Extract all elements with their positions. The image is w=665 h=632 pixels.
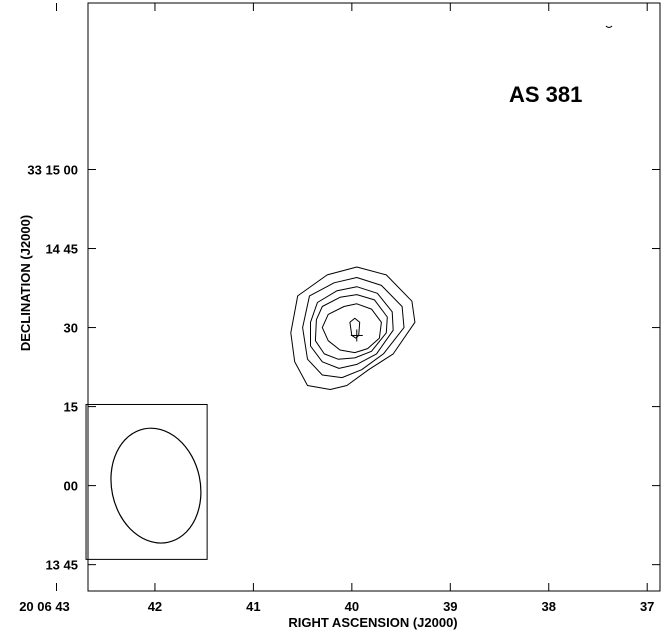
x-tick-label: 38: [542, 599, 556, 614]
y-tick-label: 14 45: [45, 242, 78, 257]
contour-lines: [290, 266, 416, 390]
y-tick-label: 00: [64, 479, 78, 494]
y-tick-label: 15: [64, 400, 78, 415]
x-tick-label: 40: [345, 599, 359, 614]
x-tick-label: 42: [148, 599, 162, 614]
x-tick-label: 39: [443, 599, 457, 614]
x-tick-label: 37: [640, 599, 654, 614]
axis-ticks: [55, 3, 660, 591]
x-tick-labels: 20 06 43 42 41 40 39 38 37: [19, 599, 654, 614]
contour-level-3: [310, 286, 394, 369]
y-tick-label: 33 15 00: [27, 162, 78, 177]
contour-level-1: [290, 266, 416, 390]
contour-level-2: [302, 277, 405, 379]
beam-inset: [85, 403, 208, 560]
y-axis-title: DECLINATION (J2000): [18, 215, 33, 351]
x-axis-title: RIGHT ASCENSION (J2000): [288, 615, 457, 630]
y-tick-label: 30: [64, 321, 78, 336]
y-tick-labels: 13 45 00 15 30 14 45 33 15 00: [27, 162, 78, 572]
y-tick-label: 13 45: [45, 558, 78, 573]
x-tick-label: 20 06 43: [19, 599, 70, 614]
map-corner-artifact: [605, 25, 613, 28]
peak-cross-marker: [350, 329, 363, 342]
x-tick-label: 41: [246, 599, 260, 614]
contour-level-4: [314, 294, 388, 360]
plot-frame: [87, 2, 661, 592]
beam-box: [85, 403, 208, 560]
source-name-title: AS 381: [509, 82, 582, 107]
beam-ellipse: [110, 427, 202, 544]
contour-level-5: [321, 303, 382, 354]
